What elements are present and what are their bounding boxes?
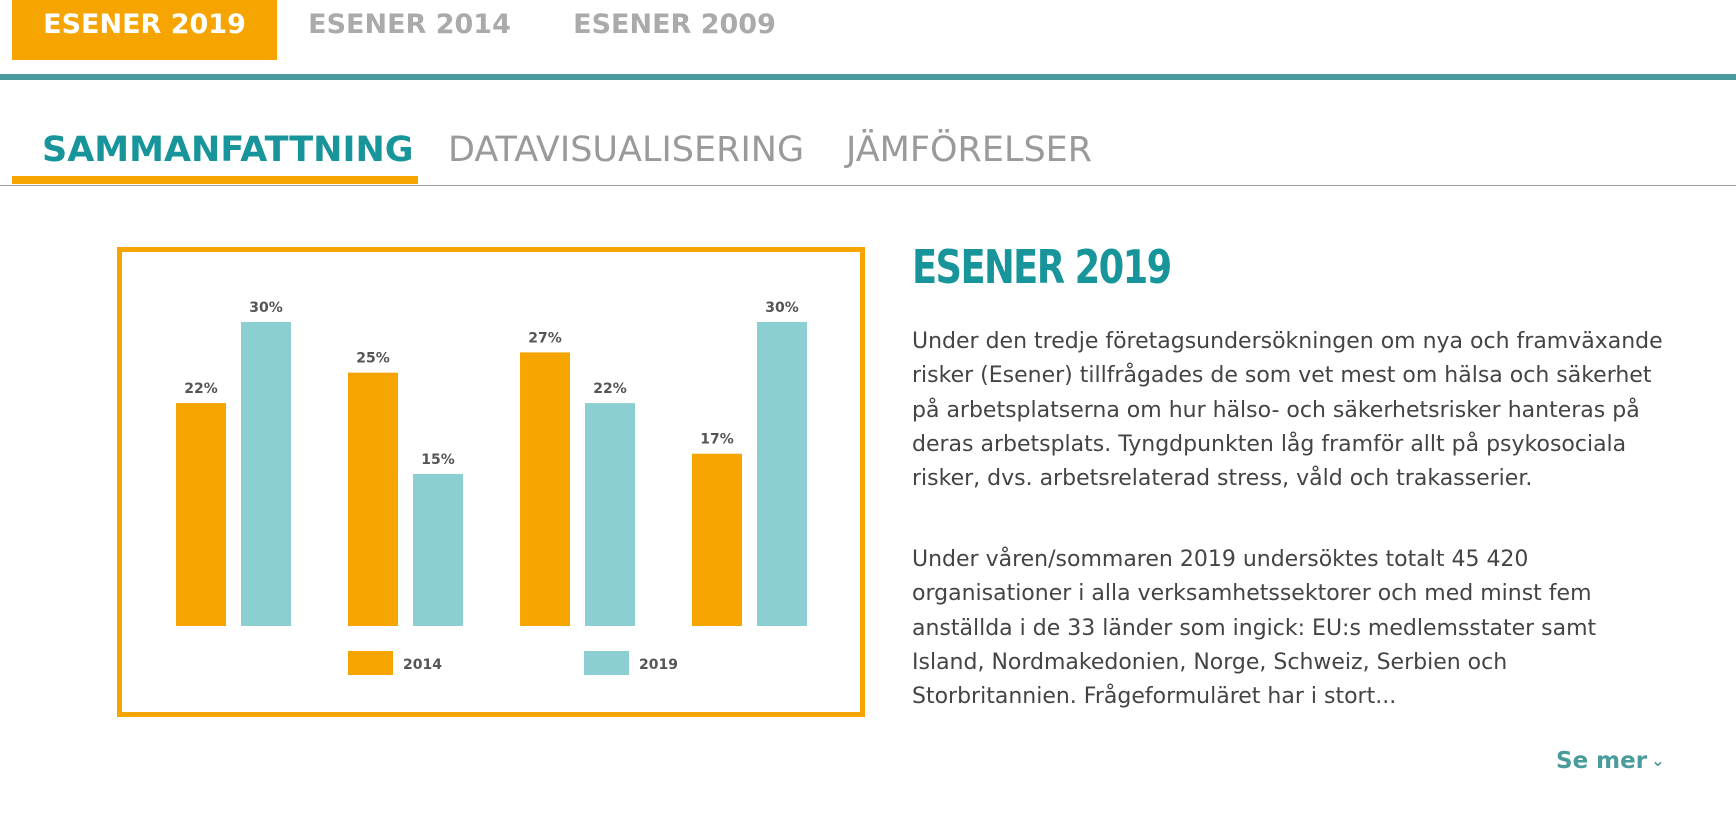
bar-2014-4	[692, 453, 742, 626]
bar-label-2019-1: 30%	[249, 300, 283, 316]
bar-label-2014-3: 27%	[528, 330, 562, 346]
intro-paragraph: Under den tredje företagsundersökningen …	[912, 329, 1663, 492]
edition-tabs-divider	[0, 74, 1736, 80]
edition-tabs: ESENER 2019 ESENER 2014 ESENER 2009	[0, 0, 1736, 80]
bar-label-2014-4: 17%	[700, 432, 734, 448]
bar-2014-1	[176, 403, 226, 626]
bar-2019-3	[585, 403, 635, 626]
bar-chart: 22% 30% 25% 15% 27% 22% 17% 30% 2014 2019	[176, 300, 807, 675]
bar-label-2019-2: 15%	[421, 452, 455, 468]
tab-sammanfattning[interactable]: SAMMANFATTNING	[42, 130, 414, 170]
chart-panel: 22% 30% 25% 15% 27% 22% 17% 30% 2014 2019	[117, 247, 865, 717]
bar-label-2014-1: 22%	[184, 381, 218, 397]
bar-2019-2	[413, 474, 463, 626]
legend-label-2019: 2019	[639, 657, 678, 673]
chevron-down-icon: ⌄	[1651, 751, 1665, 770]
legend-label-2014: 2014	[403, 657, 442, 673]
legend-swatch-2014	[348, 651, 393, 675]
tab-datavisualisering[interactable]: DATAVISUALISERING	[448, 130, 805, 170]
bar-label-2014-2: 25%	[356, 351, 390, 367]
section-tabs-divider	[0, 185, 1736, 186]
bar-2014-3	[520, 352, 570, 626]
bar-2014-2	[348, 372, 398, 626]
see-more-label: Se mer	[1556, 748, 1648, 774]
see-more-link[interactable]: Se mer ⌄	[1556, 745, 1665, 777]
tab-esener-2009[interactable]: ESENER 2009	[573, 9, 776, 40]
tab-esener-2014[interactable]: ESENER 2014	[308, 9, 511, 40]
bar-2019-4	[757, 322, 807, 626]
active-tab-indicator	[12, 176, 418, 184]
details-paragraph: Under våren/sommaren 2019 undersöktes to…	[912, 547, 1597, 710]
page-title: ESENER 2019	[912, 240, 1172, 294]
legend-swatch-2019	[584, 651, 629, 675]
bar-label-2019-3: 22%	[593, 381, 627, 397]
bar-label-2019-4: 30%	[765, 300, 799, 316]
bar-2019-1	[241, 322, 291, 626]
tab-esener-2019[interactable]: ESENER 2019	[12, 0, 277, 60]
tab-jamforelser[interactable]: JÄMFÖRELSER	[846, 130, 1093, 170]
